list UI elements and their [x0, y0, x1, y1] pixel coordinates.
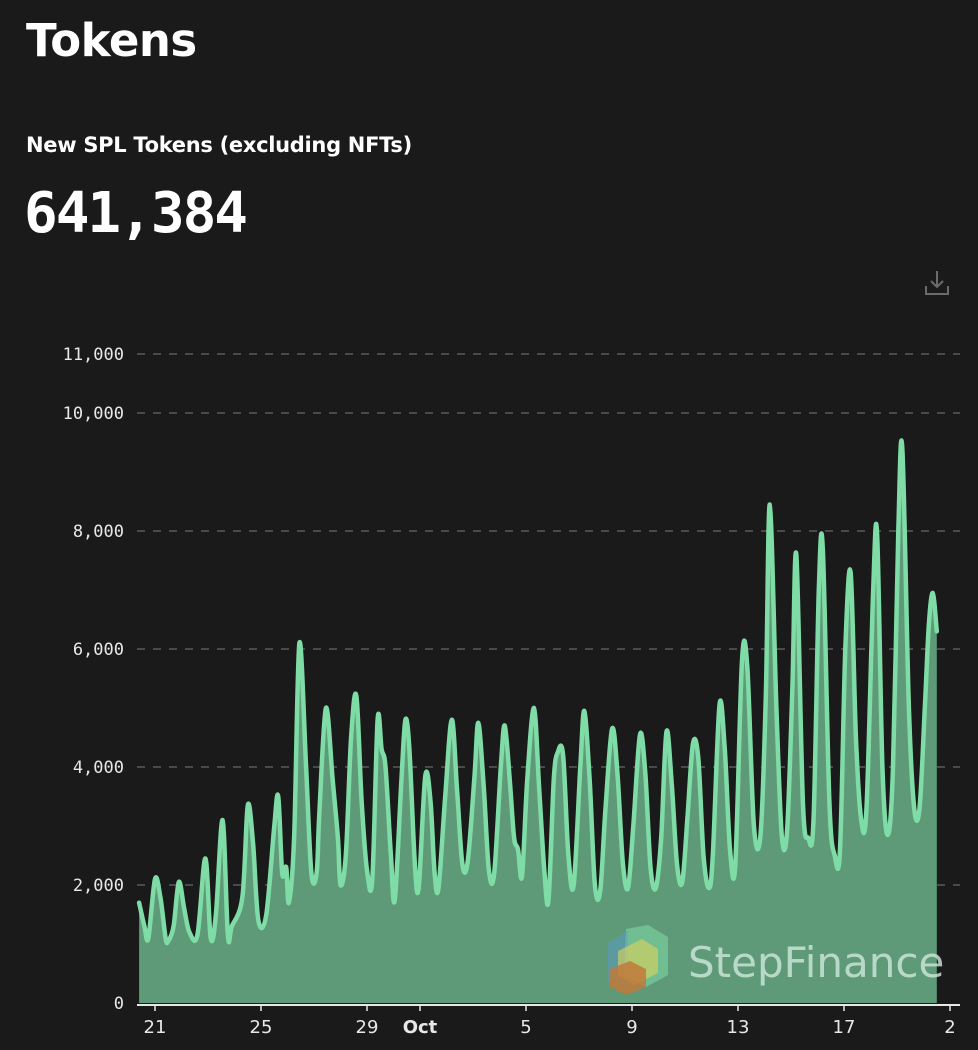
y-tick-label: 4,000	[73, 758, 124, 778]
watermark-text: StepFinance	[688, 938, 944, 987]
download-icon	[925, 271, 949, 295]
metric-value: 641,384	[24, 181, 248, 246]
x-tick-label: 2	[944, 1017, 955, 1038]
x-tick-label: Oct	[403, 1017, 438, 1038]
x-tick-label: 9	[626, 1017, 637, 1038]
token-chart: StepFinance 0 2,000 4,000 6,000 8,000 10,000 1…	[63, 345, 960, 1038]
x-tick-label: 29	[356, 1017, 379, 1038]
x-tick-label: 21	[144, 1017, 167, 1038]
watermark: StepFinance	[608, 925, 944, 995]
y-tick-label: 2,000	[73, 876, 124, 896]
x-tick-label: 25	[250, 1017, 273, 1038]
x-axis-ticks: 21 25 29 Oct 5 9 13 17 2	[137, 1004, 960, 1038]
page-title: Tokens	[26, 14, 197, 67]
y-tick-label: 6,000	[73, 640, 124, 660]
y-axis-ticks: 0 2,000 4,000 6,000 8,000 10,000 11,000	[63, 345, 124, 1014]
series-line	[136, 438, 940, 946]
grid-lines	[137, 353, 960, 886]
x-tick-label: 5	[520, 1017, 531, 1038]
download-button[interactable]	[922, 268, 952, 298]
stepfinance-logo-icon	[608, 925, 668, 995]
x-tick-label: 13	[727, 1017, 750, 1038]
x-tick-label: 17	[833, 1017, 856, 1038]
metric-label: New SPL Tokens (excluding NFTs)	[26, 133, 412, 157]
y-tick-label: 10,000	[63, 404, 124, 424]
y-tick-label: 8,000	[73, 522, 124, 542]
y-tick-label: 0	[114, 994, 124, 1014]
series-line-path	[136, 438, 940, 946]
y-tick-label: 11,000	[63, 345, 124, 365]
